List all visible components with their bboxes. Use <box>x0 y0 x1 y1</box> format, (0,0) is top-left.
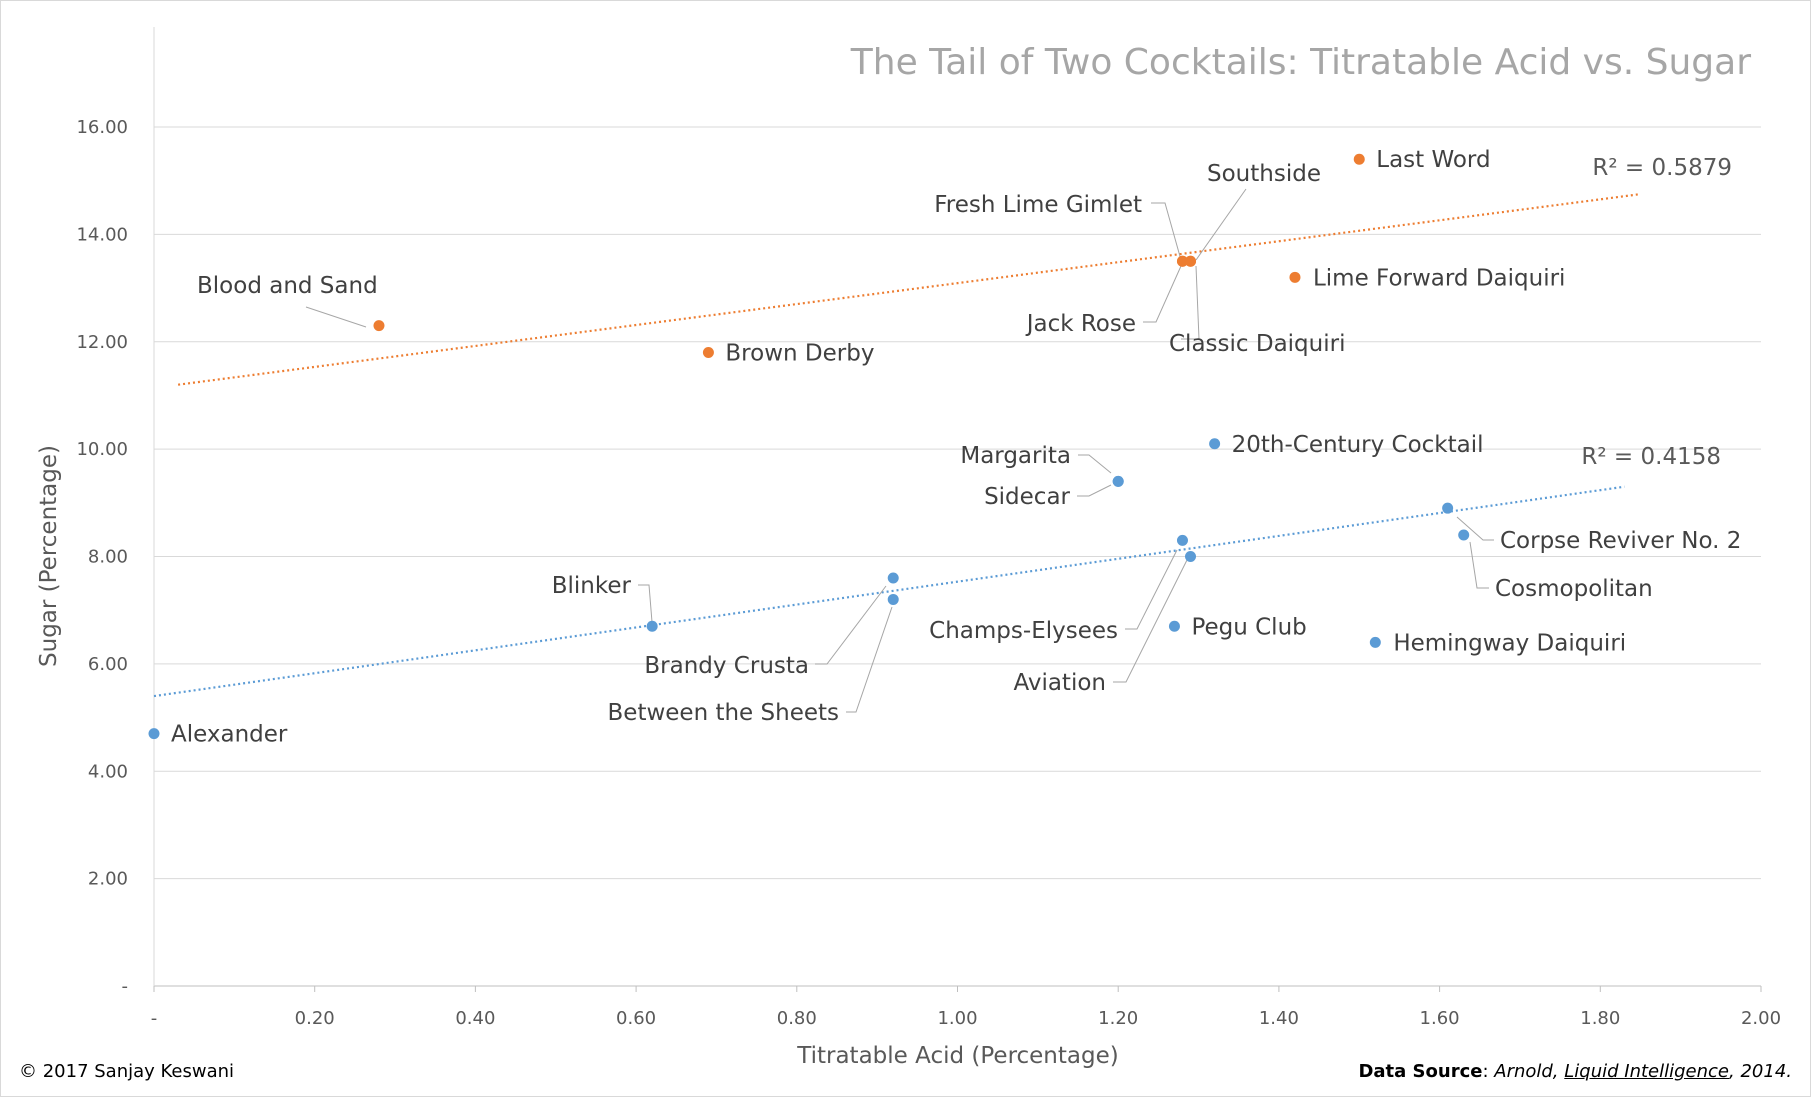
data-source-label: Data Source <box>1358 1061 1483 1082</box>
data-label: Between the Sheets <box>608 700 839 726</box>
y-axis-title: Sugar (Percentage) <box>36 445 62 667</box>
data-point <box>887 572 899 584</box>
x-tick-label: 0.60 <box>616 1008 656 1029</box>
data-point <box>1185 551 1197 562</box>
data-label: Blinker <box>552 573 632 599</box>
leader-line <box>1125 549 1178 630</box>
chart-title: The Tail of Two Cocktails: Titratable Ac… <box>850 42 1751 83</box>
data-label: Champs-Elysees <box>929 618 1118 644</box>
y-tick-label: 12.00 <box>76 332 128 353</box>
data-label: Margarita <box>960 443 1071 469</box>
data-point <box>1353 153 1365 165</box>
r-squared-label: R² = 0.4158 <box>1581 444 1721 470</box>
data-label: Lime Forward Daiquiri <box>1313 265 1565 291</box>
x-tick-label: 1.20 <box>1098 1008 1138 1029</box>
data-source-year: , 2014. <box>1729 1061 1792 1082</box>
data-label: Fresh Lime Gimlet <box>934 192 1142 218</box>
data-label: Blood and Sand <box>197 273 378 299</box>
data-point <box>1176 534 1188 546</box>
leader-line <box>1077 484 1112 497</box>
r-squared-label: R² = 0.5879 <box>1592 155 1732 181</box>
data-label: Aviation <box>1013 670 1106 696</box>
trendline <box>177 193 1641 386</box>
y-tick-label: 2.00 <box>88 869 128 890</box>
data-label: Southside <box>1207 161 1321 187</box>
y-tick-label: 4.00 <box>88 761 128 782</box>
data-label: Brandy Crusta <box>644 653 809 679</box>
leader-line <box>1195 188 1247 261</box>
leader-lines <box>305 188 1494 713</box>
data-point <box>1369 636 1381 648</box>
data-point <box>1112 475 1124 487</box>
gridlines <box>154 126 1761 880</box>
leader-line <box>815 585 887 665</box>
copyright-notice: © 2017 Sanjay Keswani <box>19 1061 235 1082</box>
y-tick-label: 8.00 <box>88 547 128 568</box>
y-tick-label: - <box>122 976 129 997</box>
y-tick-label: 6.00 <box>88 654 128 675</box>
data-point <box>1176 255 1188 267</box>
leader-line <box>1143 265 1182 323</box>
data-point <box>887 593 899 605</box>
data-label: Corpse Reviver No. 2 <box>1500 528 1741 554</box>
leader-line <box>1151 202 1182 261</box>
x-tick-label: 2.00 <box>1741 1008 1781 1029</box>
data-label: Pegu Club <box>1191 614 1306 640</box>
axes: - 2.00 4.00 6.00 8.00 10.00 12.00 14.00 16.00 - 0.… <box>76 27 1781 1029</box>
x-tick-label: 0.80 <box>777 1008 817 1029</box>
leader-line <box>305 306 367 328</box>
x-tick-label: 0.20 <box>295 1008 335 1029</box>
point-labels: R² = 0.5879 R² = 0.4158 Blood and Sand Brow… <box>171 147 1741 747</box>
leader-line <box>846 606 893 713</box>
data-point <box>1442 502 1454 514</box>
data-label: Sidecar <box>984 484 1070 510</box>
data-points <box>148 153 1470 740</box>
data-label: Hemingway Daiquiri <box>1393 630 1626 656</box>
data-source-author: Arnold, <box>1494 1061 1565 1082</box>
data-label: Classic Daiquiri <box>1169 331 1345 357</box>
data-point <box>702 346 714 358</box>
y-tick-label: 10.00 <box>76 439 128 460</box>
y-tick-label: 14.00 <box>76 224 128 245</box>
x-tick-label: 0.40 <box>455 1008 495 1029</box>
data-label: Cosmopolitan <box>1495 576 1653 602</box>
leader-line <box>1113 559 1188 683</box>
data-point <box>1168 620 1180 632</box>
x-tick-label: 1.40 <box>1259 1008 1299 1029</box>
data-point <box>1185 255 1197 267</box>
leader-line <box>1456 516 1494 541</box>
data-label: Jack Rose <box>1025 311 1136 337</box>
data-source-title: Liquid Intelligence <box>1564 1061 1730 1082</box>
data-point <box>1209 438 1221 450</box>
leader-line <box>1181 265 1200 340</box>
leader-line <box>1469 541 1489 589</box>
x-tick-label: 1.80 <box>1580 1008 1620 1029</box>
data-label: Last Word <box>1376 147 1490 173</box>
trendline <box>153 485 1625 698</box>
x-axis-title: Titratable Acid (Percentage) <box>796 1043 1118 1069</box>
x-tick-label: 1.00 <box>937 1008 977 1029</box>
data-label: Brown Derby <box>725 340 874 366</box>
data-point <box>646 620 658 632</box>
y-tick-label: 16.00 <box>76 117 128 138</box>
leader-line <box>1078 454 1112 474</box>
x-tick-label: 1.60 <box>1420 1008 1460 1029</box>
data-point <box>148 728 160 740</box>
data-source: Data Source: Arnold, Liquid Intelligence… <box>1358 1061 1792 1082</box>
trendlines <box>153 193 1641 698</box>
data-point <box>1289 271 1301 283</box>
data-point <box>373 320 385 332</box>
x-tick-label: - <box>151 1008 158 1029</box>
data-label: Alexander <box>171 722 288 748</box>
data-label: 20th-Century Cocktail <box>1232 432 1484 458</box>
data-point <box>1458 529 1470 541</box>
leader-line <box>638 584 653 623</box>
